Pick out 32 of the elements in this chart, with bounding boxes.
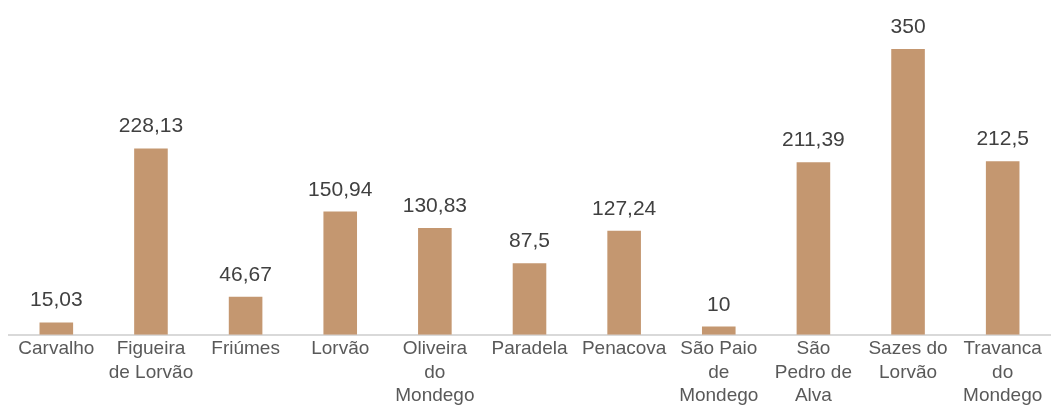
data-label: 130,83 [402, 192, 467, 216]
bar [39, 322, 74, 335]
data-label: 228,13 [118, 113, 184, 137]
x-tick-label: São Paio de Mondego [679, 336, 759, 406]
bar [418, 227, 452, 335]
data-label: 150,94 [308, 176, 373, 200]
x-tick-label: Lorvão [311, 336, 370, 358]
x-tick-label: Penacova [581, 336, 667, 358]
x-tick-label: Sazes do Lorvão [868, 336, 948, 382]
x-tick-label: Travanca do Mondego [963, 336, 1043, 406]
data-label: 46,67 [219, 261, 272, 285]
data-label: 10 [707, 291, 731, 315]
data-label: 350 [890, 14, 926, 37]
bar [134, 148, 168, 335]
data-label: 87,5 [509, 228, 550, 252]
data-label: 127,24 [592, 195, 657, 219]
bar [228, 296, 263, 335]
x-tick-label: Paradela [491, 336, 568, 358]
x-tick-label: Oliveira do Mondego [395, 336, 475, 406]
x-tick-label: Friúmes [211, 336, 280, 358]
bar [512, 263, 547, 335]
bar [323, 211, 358, 335]
data-label: 212,5 [976, 126, 1029, 150]
bar [891, 49, 925, 335]
bar [796, 162, 831, 335]
x-tick-label: Carvalho [18, 336, 95, 358]
data-label: 15,03 [30, 287, 83, 311]
data-label: 211,39 [782, 127, 845, 151]
bar [607, 230, 641, 335]
x-tick-label: Figueira de Lorvão [108, 336, 194, 382]
bar [985, 161, 1020, 335]
x-tick-label: São Pedro de Alva [774, 336, 852, 406]
